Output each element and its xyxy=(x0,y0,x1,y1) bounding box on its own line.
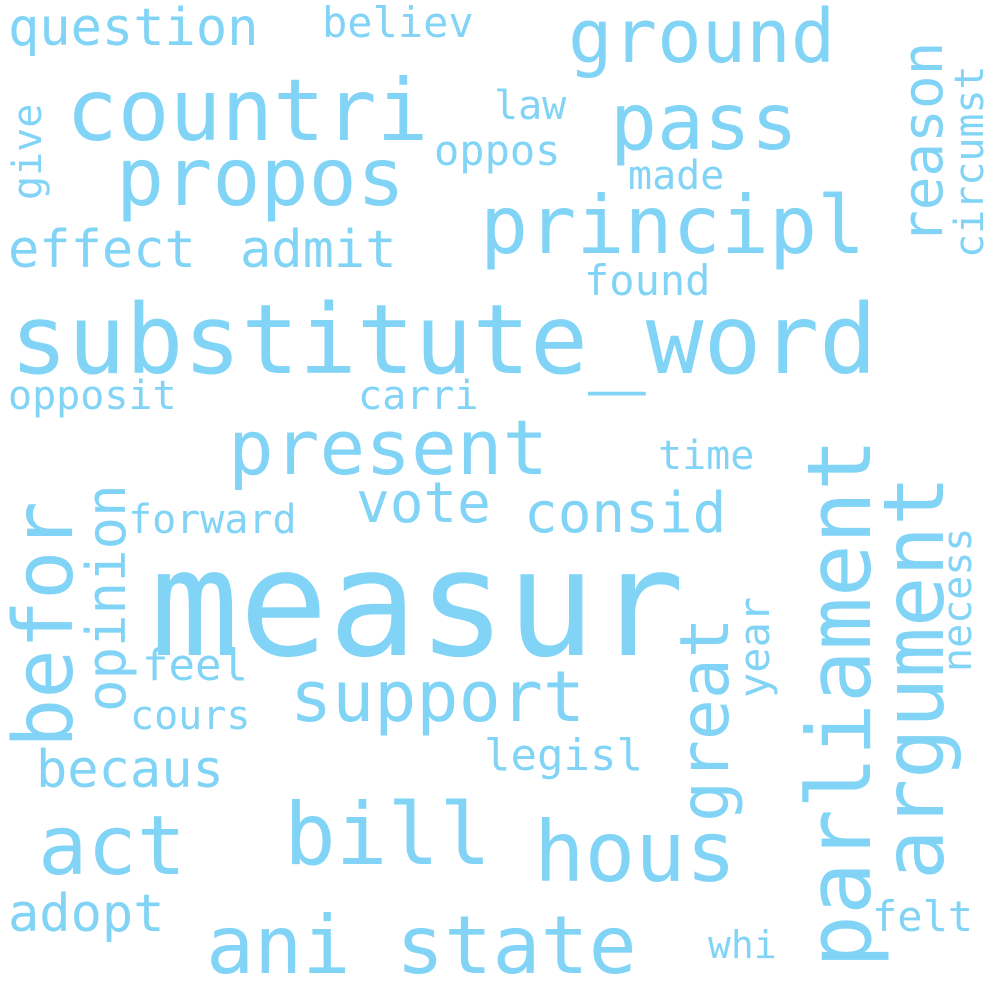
word-becaus: becaus xyxy=(36,740,224,800)
word-substitute-word: substitute_word xyxy=(10,284,877,396)
word-pass: pass xyxy=(610,78,798,168)
word-measur: measur xyxy=(150,518,685,690)
word-reason: reason xyxy=(891,41,956,244)
word-give: give xyxy=(5,103,51,200)
word-support: support xyxy=(290,656,586,738)
word-principl: principl xyxy=(480,179,866,272)
word-legisl: legisl xyxy=(484,730,643,781)
word-vote: vote xyxy=(356,471,491,536)
word-forward: forward xyxy=(128,497,297,543)
word-cours: cours xyxy=(130,693,251,739)
word-admit: admit xyxy=(240,220,397,280)
word-countri: countri xyxy=(66,61,429,161)
word-ani: ani xyxy=(206,899,351,992)
word-adopt: adopt xyxy=(8,884,165,944)
word-hous: hous xyxy=(534,803,737,901)
word-consid: consid xyxy=(524,481,727,546)
word-year: year xyxy=(730,596,779,698)
word-time: time xyxy=(658,433,755,479)
word-act: act xyxy=(38,799,187,894)
word-found: found xyxy=(584,256,711,305)
word-necess: necess xyxy=(935,527,981,673)
word-believ: believ xyxy=(322,0,474,47)
word-law: law xyxy=(494,83,567,129)
word-state: state xyxy=(396,899,637,992)
word-carri: carri xyxy=(358,373,479,419)
word-feel: feel xyxy=(142,640,248,691)
word-whi: whi xyxy=(708,923,777,967)
word-made: made xyxy=(628,153,725,199)
word-befor: befor xyxy=(0,501,92,748)
word-effect: effect xyxy=(8,220,196,280)
word-opinion: opinion xyxy=(75,484,138,712)
word-present: present xyxy=(228,403,549,492)
word-felt: felt xyxy=(872,892,974,941)
word-ground: ground xyxy=(568,0,836,80)
word-opposit: opposit xyxy=(8,373,177,419)
word-circumst: circumst xyxy=(947,65,993,258)
word-oppos: oppos xyxy=(434,126,561,175)
word-bill: bill xyxy=(284,785,492,885)
word-question: question xyxy=(8,0,259,58)
word-propos: propos xyxy=(116,131,405,224)
